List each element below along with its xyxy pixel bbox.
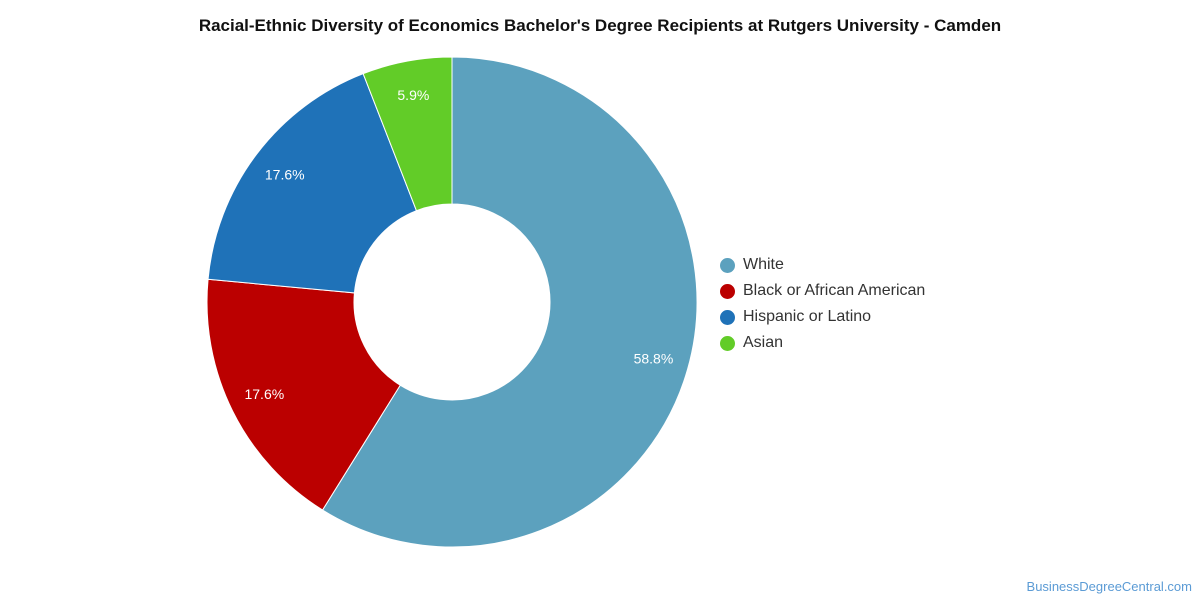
legend-label: Black or African American xyxy=(743,282,926,299)
chart-legend: White Black or African American Hispanic o… xyxy=(720,252,925,356)
slice-white[interactable] xyxy=(321,56,698,548)
legend-item[interactable]: Asian xyxy=(720,330,925,356)
slice-value-label: 5.9% xyxy=(397,87,429,103)
legend-swatch xyxy=(720,283,735,299)
slice-hispanic-or-latino[interactable] xyxy=(207,73,418,294)
legend-swatch xyxy=(720,335,735,351)
source-credit[interactable]: BusinessDegreeCentral.com xyxy=(1026,579,1192,594)
legend-label: White xyxy=(743,256,784,273)
legend-swatch xyxy=(720,309,735,325)
legend-label: Asian xyxy=(743,334,784,351)
slice-asian[interactable] xyxy=(362,56,453,212)
legend-swatch xyxy=(720,257,735,273)
legend-item[interactable]: White xyxy=(720,252,925,278)
slice-value-label: 58.8% xyxy=(634,350,674,366)
legend-item[interactable]: Black or African American xyxy=(720,278,925,304)
legend-item[interactable]: Hispanic or Latino xyxy=(720,304,925,330)
slice-value-label: 17.6% xyxy=(244,386,284,402)
chart-title: Racial-Ethnic Diversity of Economics Bac… xyxy=(198,16,1002,35)
slice-value-label: 17.6% xyxy=(265,167,305,183)
slice-black-or-african-american[interactable] xyxy=(206,278,401,511)
legend-label: Hispanic or Latino xyxy=(743,308,872,325)
